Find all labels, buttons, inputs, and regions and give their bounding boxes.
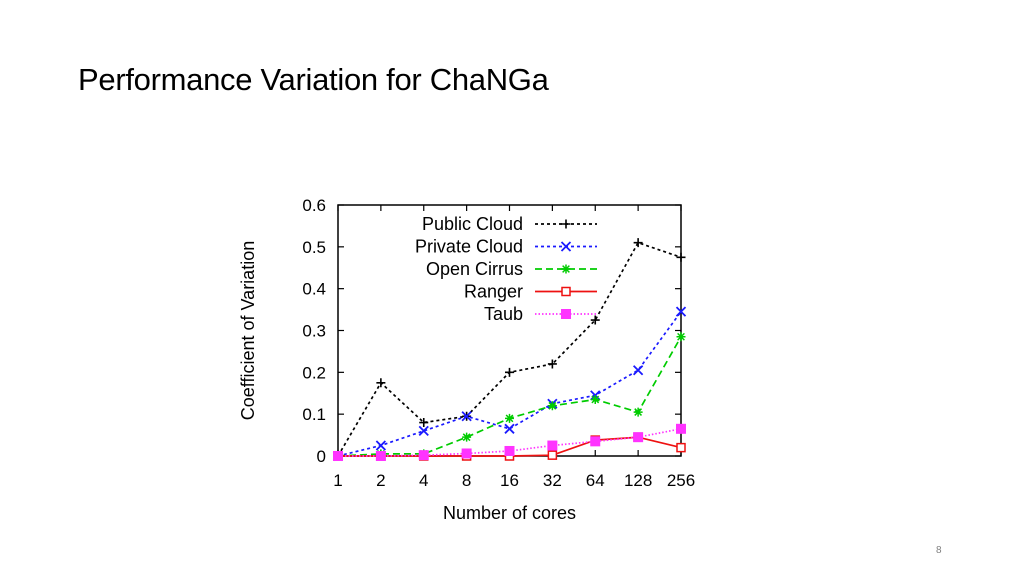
data-point: [461, 411, 472, 422]
chart: 0 0.1 0.2 0.3 0.4 0.5 0.6 1 2 4 8 16 32 64 128 256 Numbe…: [230, 186, 710, 526]
data-point: [547, 440, 558, 451]
data-point: [504, 423, 515, 434]
legend-marker: [561, 264, 571, 274]
y-tick-label: 0: [317, 447, 326, 466]
data-point: [633, 432, 644, 443]
data-point: [505, 413, 514, 423]
legend-marker: [561, 309, 571, 319]
data-point: [547, 450, 558, 460]
data-point: [633, 407, 643, 417]
data-point: [461, 448, 472, 459]
data-point: [462, 432, 472, 442]
data-point: [676, 442, 686, 453]
legend-label: Open Cirrus: [426, 259, 523, 279]
data-point: [418, 450, 429, 461]
x-tick-label: 2: [376, 471, 385, 490]
legend-marker: [561, 219, 571, 229]
data-point: [675, 306, 687, 317]
x-axis-label: Number of cores: [443, 503, 576, 523]
x-tick-label: 16: [500, 471, 519, 490]
y-tick-label: 0.5: [302, 238, 326, 257]
legend-marker: [560, 241, 572, 252]
x-tick-label: 128: [624, 471, 652, 490]
y-tick-label: 0.4: [302, 280, 326, 299]
x-tick-label: 64: [586, 471, 605, 490]
data-point: [505, 367, 514, 377]
y-axis-label: Coefficient of Variation: [238, 241, 258, 420]
x-tick-label: 4: [419, 471, 428, 490]
coefficient-of-variation-chart: 0 0.1 0.2 0.3 0.4 0.5 0.6 1 2 4 8 16 32 64 128 256 Numbe…: [238, 196, 695, 523]
data-point: [375, 440, 387, 451]
data-point: [419, 418, 429, 428]
y-tick-label: 0.6: [302, 196, 326, 215]
legend-label: Public Cloud: [422, 214, 523, 234]
data-point: [547, 401, 557, 411]
slide-title: Performance Variation for ChaNGa: [78, 62, 549, 97]
data-point: [504, 445, 515, 456]
data-point: [590, 436, 601, 447]
data-point: [676, 332, 686, 342]
page-number: 8: [936, 545, 942, 556]
x-tick-label: 1: [333, 471, 342, 490]
series-line: [337, 311, 682, 457]
data-point: [376, 378, 386, 388]
legend-marker: [561, 286, 571, 297]
x-tick-label: 32: [543, 471, 562, 490]
data-point: [632, 365, 644, 376]
data-point: [333, 451, 343, 461]
x-tick-label: 8: [462, 471, 471, 490]
data-point: [676, 423, 686, 434]
data-point: [676, 252, 686, 262]
x-tick-label: 256: [667, 471, 695, 490]
data-point: [418, 425, 429, 437]
y-tick-label: 0.2: [302, 363, 326, 382]
data-point: [633, 238, 643, 248]
y-tick-label: 0.3: [302, 322, 326, 341]
legend-label: Ranger: [464, 282, 523, 302]
data-point: [590, 315, 600, 325]
data-point: [547, 359, 557, 369]
data-point: [375, 451, 386, 461]
data-point: [590, 395, 600, 405]
y-tick-label: 0.1: [302, 405, 326, 424]
legend-label: Private Cloud: [415, 237, 523, 257]
legend-label: Taub: [484, 304, 523, 324]
